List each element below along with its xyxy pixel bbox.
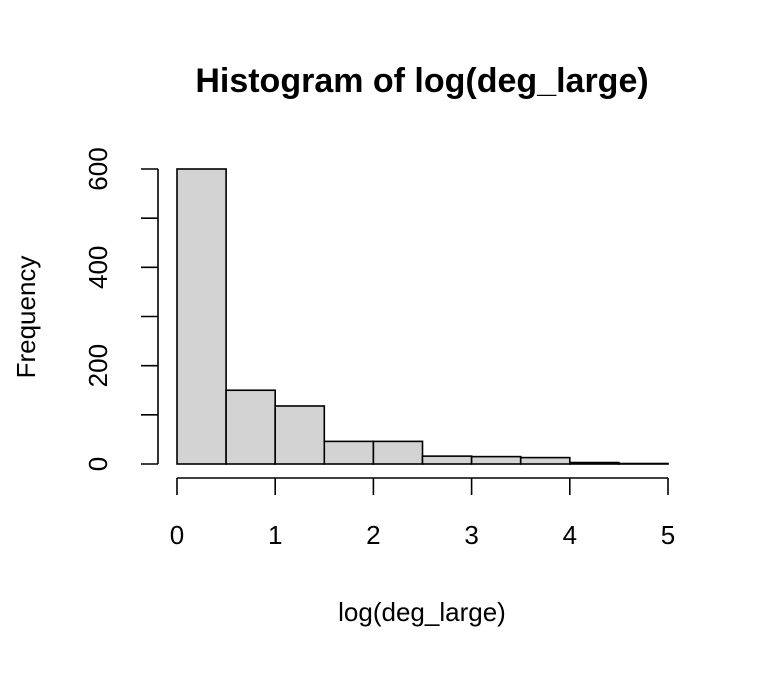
x-tick-label: 4 [563, 520, 577, 550]
histogram-bar [521, 458, 570, 464]
y-axis: 0 200 400 600 [83, 147, 158, 471]
y-tick-label: 600 [83, 147, 113, 190]
x-axis: 0 1 2 3 4 5 [170, 478, 675, 550]
x-tick-label: 2 [366, 520, 380, 550]
x-tick-label: 0 [170, 520, 184, 550]
histogram-bar [423, 456, 472, 464]
y-tick-label: 0 [83, 457, 113, 471]
x-tick-label: 5 [661, 520, 675, 550]
x-tick-label: 1 [268, 520, 282, 550]
y-tick-label: 400 [83, 246, 113, 289]
histogram-bar [373, 441, 422, 464]
histogram-bar [275, 406, 324, 464]
histogram-bar [226, 390, 275, 464]
x-axis-label: log(deg_large) [338, 597, 506, 627]
y-tick-label: 200 [83, 344, 113, 387]
chart-title: Histogram of log(deg_large) [195, 62, 648, 100]
histogram-bar [570, 463, 619, 464]
bars-group [177, 169, 668, 464]
y-axis-label: Frequency [11, 256, 41, 379]
x-tick-label: 3 [464, 520, 478, 550]
histogram-bar [177, 169, 226, 464]
histogram-bar [472, 457, 521, 464]
histogram-bar [324, 441, 373, 464]
